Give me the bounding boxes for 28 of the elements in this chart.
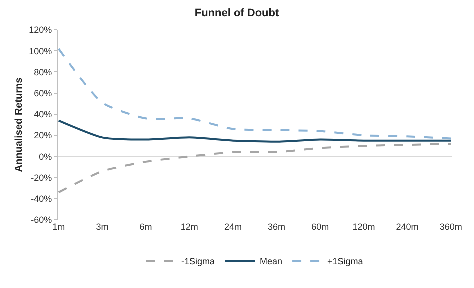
- y-axis-title: Annualised Returns: [14, 77, 26, 172]
- x-tick-label: 1m: [52, 222, 66, 232]
- x-tick-label: 120m: [352, 222, 376, 232]
- line-series: [58, 120, 452, 143]
- y-tick-label: -20%: [31, 172, 52, 183]
- y-tick-label: 80%: [34, 67, 52, 78]
- x-tick-label: 12m: [180, 222, 198, 232]
- x-tick-label: 360m: [440, 222, 462, 232]
- legend-label: -1Sigma: [182, 256, 216, 267]
- y-tick-label: 40%: [34, 110, 52, 120]
- y-tick-label: 100%: [29, 46, 52, 56]
- y-tick-label: 120%: [29, 25, 52, 36]
- legend-label: Mean: [260, 256, 283, 267]
- chart-title: Funnel of Doubt: [194, 7, 280, 20]
- x-tick-label: 3m: [96, 222, 109, 232]
- x-tick-label: 6m: [140, 222, 152, 232]
- legend-label: +1Sigma: [328, 256, 364, 267]
- y-tick-label: -40%: [31, 194, 52, 204]
- x-tick-label: 240m: [396, 222, 419, 232]
- y-tick-label: 20%: [34, 130, 52, 141]
- y-tick-label: 0%: [39, 152, 52, 162]
- x-tick-label: 60m: [312, 222, 330, 232]
- x-tick-label: 36m: [268, 222, 286, 232]
- y-tick-label: 60%: [34, 88, 52, 98]
- line-series: [58, 48, 452, 140]
- line-series: [58, 143, 452, 194]
- y-tick-label: -60%: [31, 215, 52, 226]
- x-tick-label: 24m: [224, 222, 242, 232]
